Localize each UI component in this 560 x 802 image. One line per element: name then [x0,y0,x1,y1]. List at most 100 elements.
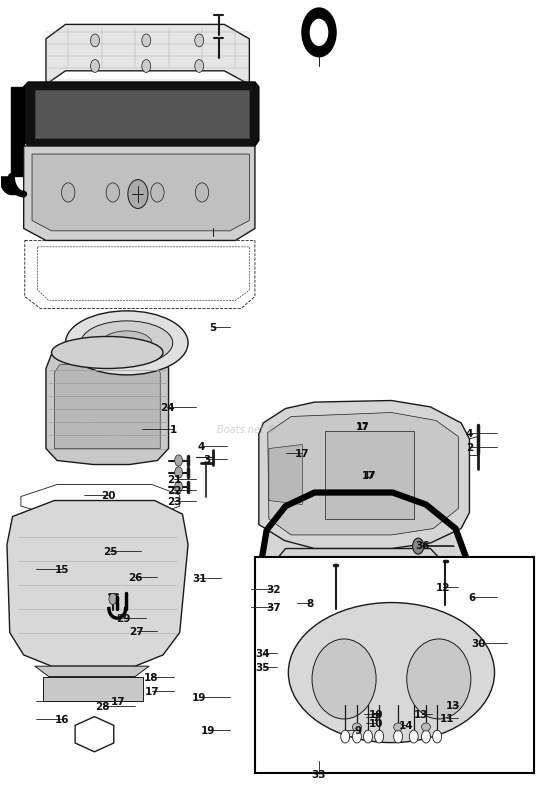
Text: 19: 19 [192,691,207,702]
Circle shape [375,731,384,743]
Text: Boats.net ©: Boats.net © [217,424,277,434]
Polygon shape [54,365,160,449]
Ellipse shape [352,723,361,731]
Text: 14: 14 [399,720,414,731]
Polygon shape [263,501,464,697]
Text: 32: 32 [266,584,281,593]
Circle shape [128,180,148,209]
Text: 11: 11 [440,713,454,723]
Polygon shape [46,26,249,85]
Text: 18: 18 [143,672,158,682]
Polygon shape [269,445,302,505]
Ellipse shape [52,337,163,369]
Circle shape [363,731,372,743]
Circle shape [175,482,183,493]
Circle shape [109,593,116,605]
FancyBboxPatch shape [255,557,534,772]
Text: 8: 8 [306,598,313,608]
Polygon shape [43,677,143,701]
Circle shape [409,731,418,743]
Polygon shape [24,83,259,147]
Text: 37: 37 [266,602,281,612]
Ellipse shape [288,603,494,743]
Polygon shape [259,401,469,549]
Circle shape [195,184,209,203]
Text: 17: 17 [362,470,376,480]
Circle shape [151,184,164,203]
Text: 10: 10 [368,709,383,719]
Circle shape [142,35,151,48]
Text: 28: 28 [96,701,110,711]
Ellipse shape [386,593,419,625]
Text: 17: 17 [363,471,375,480]
Circle shape [309,19,329,48]
Text: 27: 27 [129,626,144,636]
Text: 34: 34 [255,648,270,658]
Text: 35: 35 [255,662,270,672]
Polygon shape [32,155,249,232]
Text: 19: 19 [200,725,214,735]
Text: 2: 2 [466,443,473,452]
Polygon shape [268,561,452,683]
Circle shape [433,731,442,743]
Polygon shape [268,413,458,535]
Circle shape [91,35,100,48]
Text: 25: 25 [103,546,117,557]
Text: 5: 5 [209,322,217,333]
Text: 30: 30 [471,638,486,648]
Circle shape [352,731,361,743]
Text: 21: 21 [167,474,181,484]
Text: 1: 1 [169,424,176,434]
Polygon shape [7,501,188,666]
Text: 24: 24 [160,403,175,412]
Text: 4: 4 [197,442,204,452]
Ellipse shape [422,723,431,731]
FancyBboxPatch shape [479,601,500,681]
Text: 22: 22 [167,485,181,496]
Polygon shape [35,666,149,677]
Text: 36: 36 [415,540,430,550]
Polygon shape [24,147,255,241]
Text: 4: 4 [466,428,473,438]
Text: 26: 26 [128,572,142,581]
Text: 31: 31 [192,573,207,583]
Text: 17: 17 [356,422,369,431]
Ellipse shape [407,639,471,719]
Circle shape [62,184,75,203]
Text: 9: 9 [354,725,362,735]
Polygon shape [336,577,380,665]
Ellipse shape [312,639,376,719]
Ellipse shape [300,601,328,633]
Circle shape [340,731,349,743]
Circle shape [175,468,183,479]
Text: 13: 13 [414,709,429,719]
Text: 23: 23 [167,496,181,507]
Text: 3: 3 [203,455,210,464]
Text: 15: 15 [54,564,69,574]
Text: 17: 17 [111,696,125,707]
Circle shape [270,599,281,615]
Text: 7: 7 [372,711,380,722]
Circle shape [394,731,403,743]
Polygon shape [263,501,464,697]
Text: 17: 17 [144,687,159,696]
Text: 10: 10 [368,718,383,728]
Text: 13: 13 [446,699,460,710]
Circle shape [195,35,204,48]
Text: 17: 17 [356,422,369,431]
Text: 17: 17 [295,448,310,458]
Text: 20: 20 [101,490,115,500]
Circle shape [175,456,183,467]
Polygon shape [274,549,445,623]
Circle shape [413,538,424,554]
Ellipse shape [102,331,152,355]
Text: 29: 29 [116,614,130,623]
Polygon shape [297,578,330,671]
Ellipse shape [81,322,172,366]
Circle shape [195,60,204,73]
Text: 12: 12 [436,582,450,592]
Circle shape [91,60,100,73]
Text: www.impex-ip...: www.impex-ip... [69,411,134,448]
Polygon shape [46,349,169,465]
Circle shape [106,184,119,203]
